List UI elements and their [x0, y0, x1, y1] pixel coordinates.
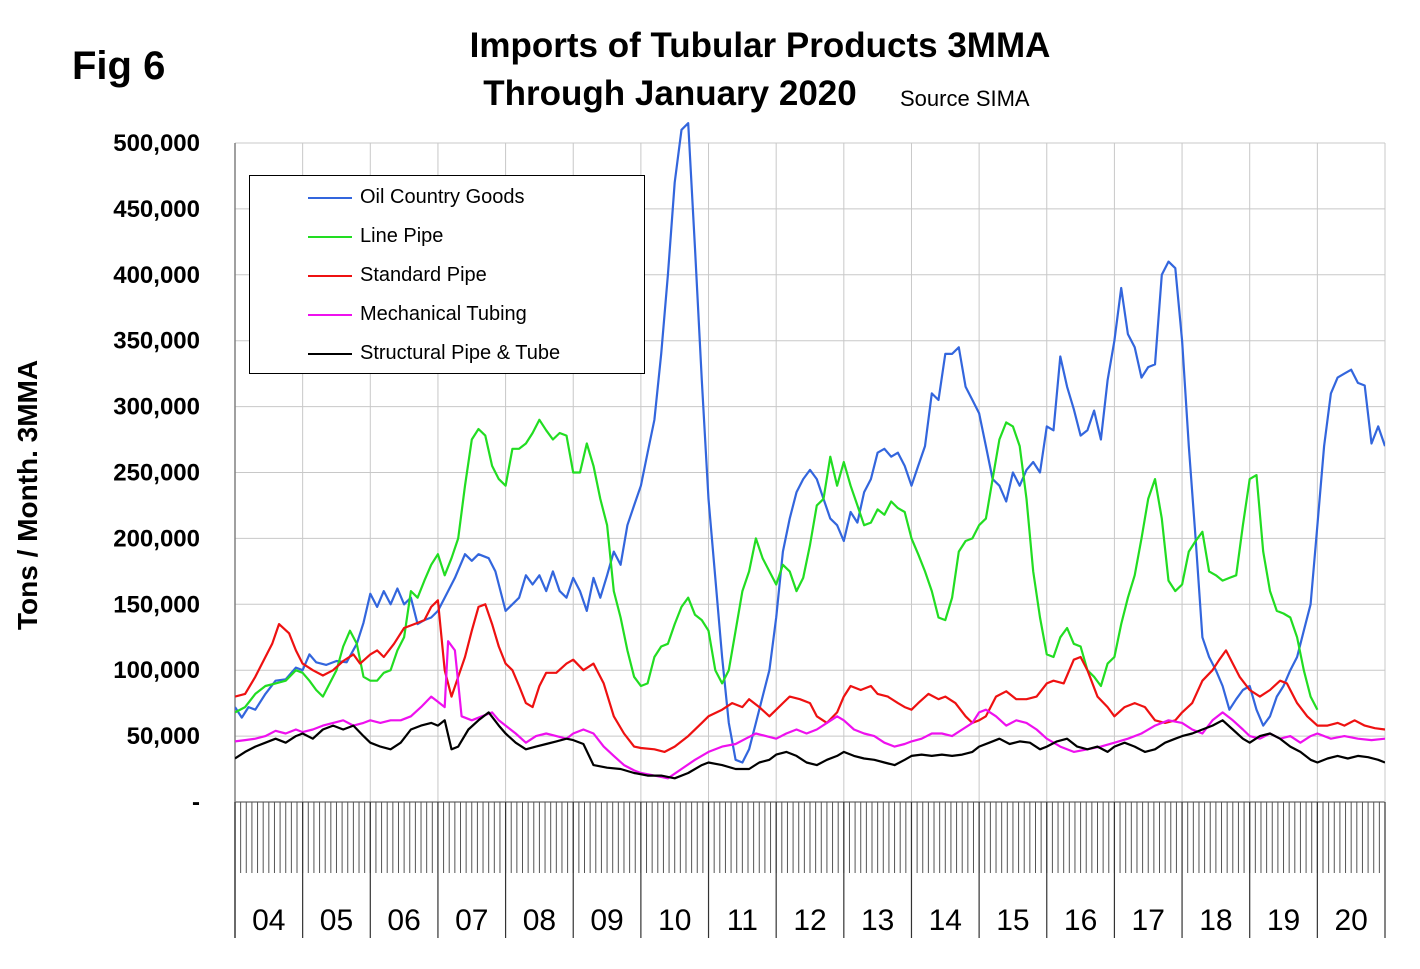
x-tick-label: 09	[590, 904, 623, 937]
x-tick-label: 11	[727, 904, 758, 937]
y-tick-label: 50,000	[127, 723, 200, 750]
y-tick-label: 450,000	[113, 196, 200, 223]
series-line-oil-country-goods	[235, 122, 1385, 764]
y-tick-label: 500,000	[113, 130, 200, 157]
ticks-layer: - 50,000 100,000 150,000 200,000 250,000 300,0…	[113, 130, 1368, 937]
series-line-structural-pipe-tube	[235, 711, 1385, 780]
x-tick-label: 20	[1334, 904, 1367, 937]
x-tick-label: 19	[1267, 904, 1300, 937]
y-tick-label: 250,000	[113, 460, 200, 487]
series-line-line-pipe	[235, 418, 1319, 714]
x-tick-label: 15	[996, 904, 1029, 937]
legend-swatch	[308, 275, 352, 277]
x-tick-label: 08	[523, 904, 556, 937]
y-tick-label: -	[192, 789, 200, 816]
series-layer	[235, 122, 1385, 780]
legend-swatch	[308, 353, 352, 355]
x-tick-label: 07	[455, 904, 488, 937]
legend-swatch	[308, 314, 352, 316]
legend-label: Line Pipe	[360, 225, 444, 247]
y-tick-label: 100,000	[113, 657, 200, 684]
y-tick-label: 400,000	[113, 262, 200, 289]
source-note: Source SIMA	[900, 86, 1030, 111]
legend-label: Standard Pipe	[360, 264, 487, 286]
y-tick-label: 200,000	[113, 525, 200, 552]
series-line-standard-pipe	[235, 599, 1385, 753]
x-tick-label: 18	[1199, 904, 1232, 937]
y-tick-label: 300,000	[113, 394, 200, 421]
legend: Oil Country Goods Line Pipe Standard Pipe M…	[249, 175, 645, 374]
y-tick-label: 350,000	[113, 328, 200, 355]
legend-label: Structural Pipe & Tube	[360, 342, 561, 364]
legend-swatch	[308, 197, 352, 199]
legend-label: Mechanical Tubing	[360, 303, 527, 325]
x-tick-label: 12	[793, 904, 826, 937]
series-line-mechanical-tubing	[235, 640, 1385, 780]
chart-title-line2: Through January 2020	[483, 74, 857, 113]
legend-label: Oil Country Goods	[360, 186, 525, 208]
x-tick-label: 16	[1064, 904, 1097, 937]
x-tick-label: 14	[929, 904, 962, 937]
axes-layer	[234, 143, 1386, 938]
x-tick-label: 10	[658, 904, 691, 937]
x-tick-label: 17	[1132, 904, 1165, 937]
x-tick-label: 06	[387, 904, 420, 937]
legend-swatch	[308, 236, 352, 238]
x-tick-label: 13	[861, 904, 894, 937]
y-tick-label: 150,000	[113, 591, 200, 618]
x-tick-label: 05	[320, 904, 353, 937]
chart-title-line1: Imports of Tubular Products 3MMA	[469, 26, 1051, 65]
figure-label: Fig 6	[72, 44, 166, 88]
x-tick-label: 04	[252, 904, 285, 937]
